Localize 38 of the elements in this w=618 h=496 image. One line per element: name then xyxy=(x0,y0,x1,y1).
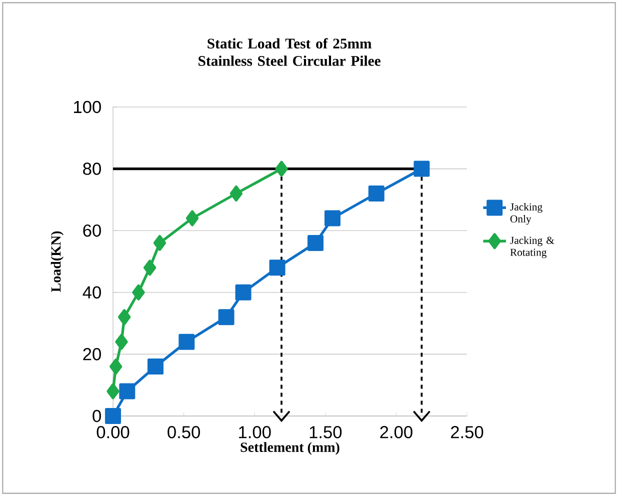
point xyxy=(118,309,131,326)
x-tick-label: 2.00 xyxy=(380,426,412,438)
point xyxy=(269,260,286,276)
point xyxy=(414,160,430,177)
point xyxy=(106,383,120,400)
point xyxy=(105,408,122,424)
point xyxy=(218,309,234,326)
x-tick-label: 2.50 xyxy=(451,426,484,438)
x-axis-title: Settlement (mm) xyxy=(240,442,340,455)
point xyxy=(110,358,122,375)
y-tick-label: 60 xyxy=(83,224,101,237)
point xyxy=(230,186,243,202)
y-tick-label: 0 xyxy=(92,410,101,422)
y-tick-label: 40 xyxy=(82,286,101,299)
point xyxy=(178,334,195,350)
point xyxy=(147,358,164,375)
point xyxy=(275,160,288,177)
point xyxy=(186,210,199,226)
legend-label: Jacking Only xyxy=(510,203,542,225)
point xyxy=(115,334,128,350)
y-tick-label: 80 xyxy=(83,162,101,175)
x-tick-label: 0.00 xyxy=(96,426,130,438)
legend-label: Jacking & Rotating xyxy=(510,236,554,258)
y-axis-title: Load(KN) xyxy=(50,231,64,292)
point xyxy=(307,234,324,251)
chart-title: Static Load Test of 25mm Stainless Steel Circular Pilee xyxy=(198,38,380,66)
y-tick-label: 20 xyxy=(83,348,101,360)
point xyxy=(368,186,384,202)
x-tick-label: 1.50 xyxy=(310,426,342,438)
x-tick-label: 0.50 xyxy=(168,426,200,438)
point xyxy=(119,383,136,400)
x-tick-label: 1.00 xyxy=(239,426,271,438)
point xyxy=(324,210,340,226)
y-tick-label: 100 xyxy=(74,100,101,114)
point xyxy=(132,284,145,300)
point xyxy=(235,284,252,300)
point xyxy=(143,260,156,276)
point xyxy=(153,234,166,251)
